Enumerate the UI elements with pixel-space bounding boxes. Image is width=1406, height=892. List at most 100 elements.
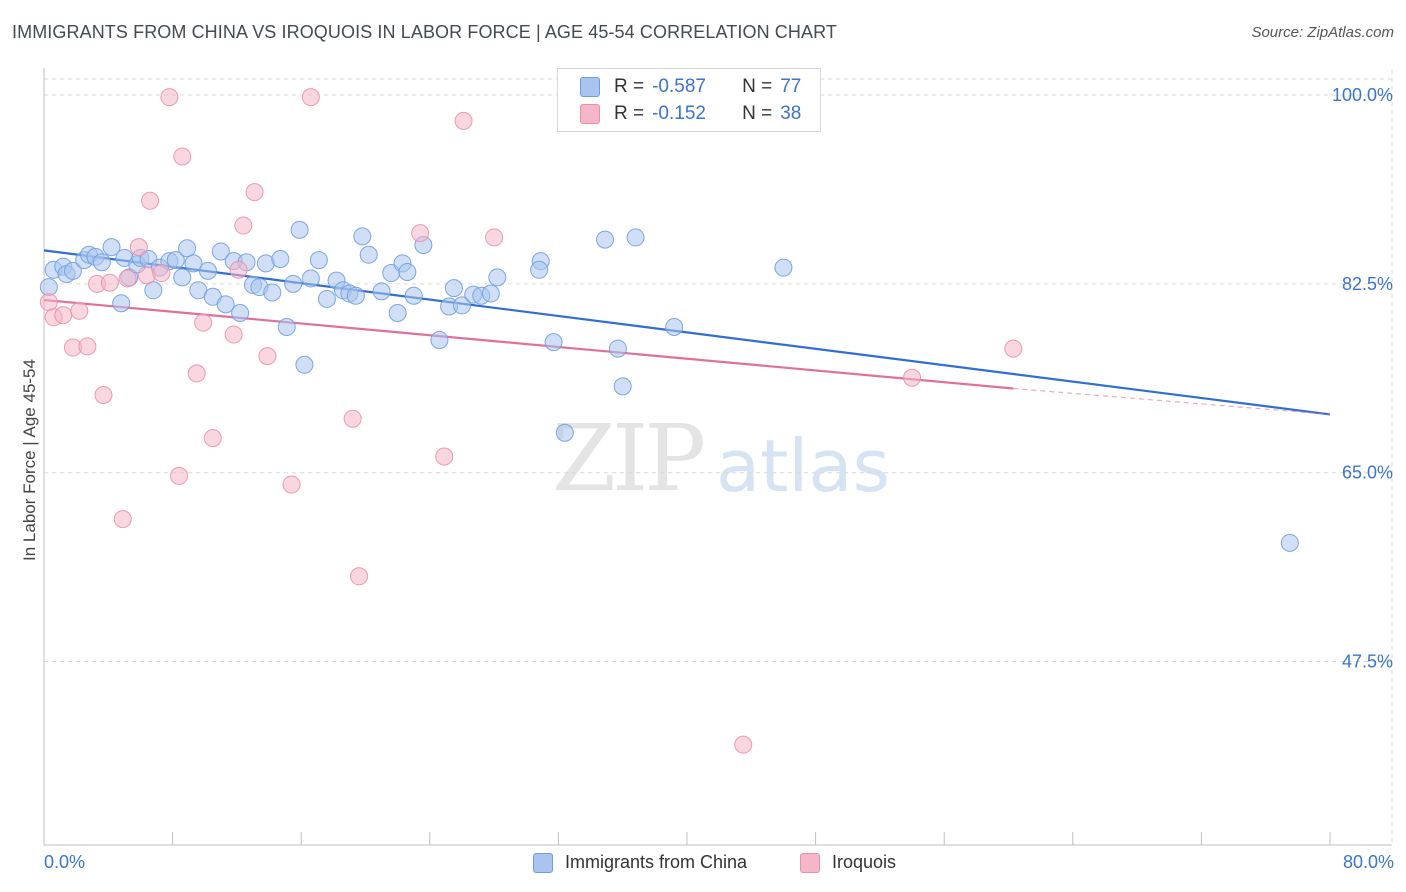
data-points bbox=[39, 88, 1299, 754]
iroquois-point bbox=[160, 88, 179, 107]
china-point bbox=[608, 339, 627, 358]
china-point bbox=[481, 284, 500, 303]
china-point bbox=[317, 289, 336, 308]
iroquois-point bbox=[173, 147, 192, 166]
legend-n-label: N = bbox=[742, 103, 773, 124]
china-point bbox=[555, 423, 574, 442]
iroquois-point bbox=[39, 293, 58, 312]
china-point bbox=[102, 238, 121, 257]
china-point bbox=[488, 268, 507, 287]
iroquois-point bbox=[435, 447, 454, 466]
china-point bbox=[388, 303, 407, 322]
china-point bbox=[39, 278, 58, 297]
watermark-zip: ZIP bbox=[552, 405, 706, 512]
china-point bbox=[372, 282, 391, 301]
watermark-atlas: atlas bbox=[716, 424, 890, 508]
iroquois-point bbox=[229, 260, 248, 279]
legend-r-value: -0.152 bbox=[652, 103, 706, 124]
china-point bbox=[444, 279, 463, 298]
china-point bbox=[231, 303, 250, 322]
legend-swatch-china bbox=[580, 77, 600, 97]
iroquois-point bbox=[129, 238, 148, 257]
china-point bbox=[359, 245, 378, 264]
iroquois-point bbox=[301, 88, 320, 107]
iroquois-point bbox=[54, 306, 73, 325]
china-point bbox=[665, 318, 684, 336]
iroquois-point bbox=[485, 228, 504, 247]
legend-n-label: N = bbox=[742, 76, 773, 97]
iroquois-point bbox=[343, 409, 362, 428]
iroquois-point bbox=[258, 347, 277, 366]
china-point bbox=[430, 330, 449, 349]
legend-swatch-iroquois bbox=[800, 852, 820, 873]
china-point bbox=[284, 274, 303, 293]
iroquois-point bbox=[152, 264, 171, 283]
iroquois-point bbox=[78, 337, 97, 356]
iroquois-point bbox=[118, 269, 137, 288]
iroquois-point bbox=[454, 111, 473, 130]
china-point bbox=[404, 286, 423, 305]
china-point bbox=[398, 262, 417, 281]
iroquois-point bbox=[113, 510, 132, 529]
china-point bbox=[290, 220, 309, 239]
source-label: Source: ZipAtlas.com bbox=[1251, 24, 1394, 41]
legend-row-china: R = -0.587 N = 77 bbox=[580, 73, 801, 101]
legend-row-iroquois: R = -0.152 N = 38 bbox=[580, 100, 801, 128]
iroquois-point bbox=[94, 385, 113, 404]
china-point bbox=[216, 295, 235, 314]
china-point bbox=[613, 377, 632, 396]
legend-r-label: R = bbox=[614, 76, 645, 97]
china-point bbox=[295, 355, 314, 374]
china-point bbox=[144, 281, 163, 300]
china-point bbox=[263, 283, 282, 302]
iroquois-point bbox=[411, 224, 430, 243]
correlation-legend: R = -0.587 N = 77 R = -0.152 N = 38 bbox=[557, 68, 821, 132]
iroquois-point bbox=[903, 368, 922, 387]
iroquois-point bbox=[100, 273, 119, 292]
iroquois-point bbox=[245, 183, 264, 202]
iroquois-point bbox=[70, 301, 89, 320]
china-point bbox=[452, 296, 471, 315]
iroquois-point bbox=[282, 475, 301, 494]
china-point bbox=[774, 258, 793, 277]
iroquois-point bbox=[234, 216, 253, 235]
axes bbox=[43, 68, 1392, 846]
china-point bbox=[309, 251, 328, 270]
iroquois-trend-extension bbox=[1013, 387, 1331, 416]
china-point bbox=[277, 318, 296, 336]
china-point bbox=[1280, 533, 1299, 552]
legend-swatch-china bbox=[533, 852, 553, 873]
y-tick-label: 100.0% bbox=[1332, 85, 1393, 105]
china-point bbox=[178, 239, 197, 258]
iroquois-point bbox=[187, 364, 206, 383]
legend-r-value: -0.587 bbox=[652, 76, 706, 97]
legend-item-china: Immigrants from China bbox=[533, 852, 747, 873]
china-point bbox=[63, 261, 82, 280]
china-point bbox=[211, 242, 230, 261]
legend-label-china: Immigrants from China bbox=[565, 852, 748, 872]
china-point bbox=[92, 253, 111, 272]
legend-r-label: R = bbox=[614, 103, 645, 124]
iroquois-point bbox=[1004, 339, 1023, 358]
china-point bbox=[166, 251, 185, 270]
legend-swatch-iroquois bbox=[580, 104, 600, 124]
legend-n-value: 77 bbox=[780, 76, 802, 97]
y-tick-label: 65.0% bbox=[1342, 463, 1393, 483]
china-point bbox=[530, 260, 549, 279]
series-legend: Immigrants from China Iroquois bbox=[0, 852, 1406, 878]
iroquois-point bbox=[734, 735, 753, 754]
iroquois-point bbox=[170, 466, 189, 485]
chart-title: IMMIGRANTS FROM CHINA VS IROQUOIS IN LAB… bbox=[12, 22, 837, 42]
y-tick-label: 82.5% bbox=[1342, 274, 1393, 294]
china-point bbox=[173, 268, 192, 287]
china-point bbox=[346, 286, 365, 305]
y-tick-label: 47.5% bbox=[1342, 652, 1393, 672]
x-tick-min: 0.0% bbox=[44, 852, 86, 872]
legend-label-iroquois: Iroquois bbox=[832, 852, 897, 872]
china-point bbox=[353, 227, 372, 246]
china-point bbox=[112, 294, 131, 313]
china-point bbox=[198, 261, 217, 280]
china-point bbox=[544, 333, 563, 352]
china-point bbox=[271, 250, 290, 269]
